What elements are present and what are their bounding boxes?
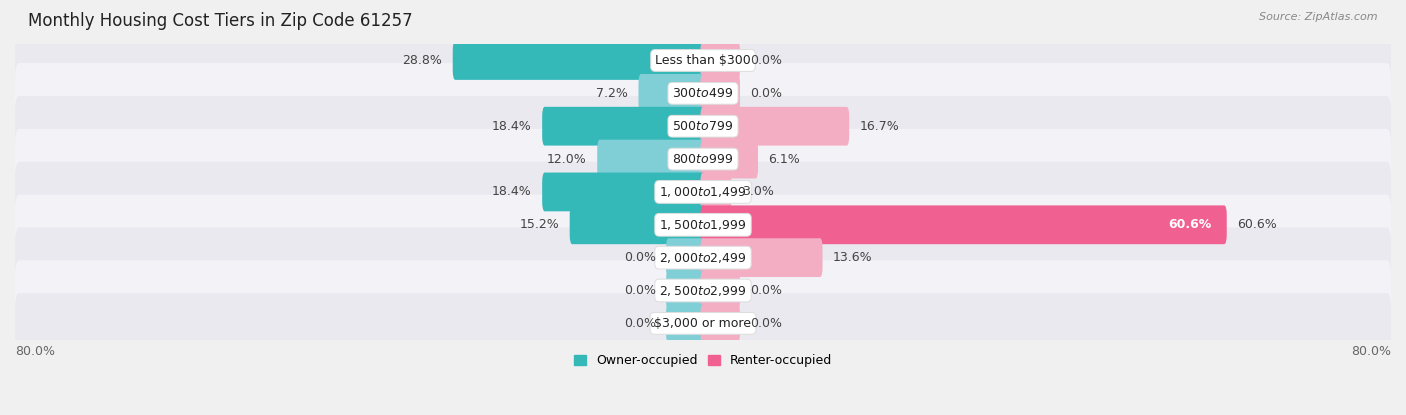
FancyBboxPatch shape [543,107,706,146]
Text: 80.0%: 80.0% [1351,345,1391,358]
Text: $1,000 to $1,499: $1,000 to $1,499 [659,185,747,199]
FancyBboxPatch shape [700,107,849,146]
FancyBboxPatch shape [15,96,1391,156]
Text: 16.7%: 16.7% [859,120,900,133]
FancyBboxPatch shape [15,260,1391,321]
Text: 7.2%: 7.2% [596,87,628,100]
Text: 60.6%: 60.6% [1237,218,1277,231]
FancyBboxPatch shape [700,304,740,343]
FancyBboxPatch shape [15,162,1391,222]
Text: 0.0%: 0.0% [624,284,655,297]
FancyBboxPatch shape [666,238,706,277]
FancyBboxPatch shape [15,293,1391,354]
FancyBboxPatch shape [15,129,1391,189]
Text: 0.0%: 0.0% [751,284,782,297]
Text: 80.0%: 80.0% [15,345,55,358]
Text: $2,000 to $2,499: $2,000 to $2,499 [659,251,747,265]
FancyBboxPatch shape [15,30,1391,91]
Text: 15.2%: 15.2% [520,218,560,231]
Text: Less than $300: Less than $300 [655,54,751,67]
Text: $300 to $499: $300 to $499 [672,87,734,100]
Text: 0.0%: 0.0% [751,317,782,330]
Text: $2,500 to $2,999: $2,500 to $2,999 [659,283,747,298]
FancyBboxPatch shape [453,41,706,80]
FancyBboxPatch shape [598,140,706,178]
Text: 13.6%: 13.6% [832,251,873,264]
Text: Monthly Housing Cost Tiers in Zip Code 61257: Monthly Housing Cost Tiers in Zip Code 6… [28,12,413,30]
FancyBboxPatch shape [638,74,706,113]
Text: 3.0%: 3.0% [742,186,773,198]
Text: 0.0%: 0.0% [751,54,782,67]
FancyBboxPatch shape [700,74,740,113]
Text: 12.0%: 12.0% [547,153,586,166]
Text: 60.6%: 60.6% [1168,218,1211,231]
Text: 18.4%: 18.4% [492,186,531,198]
Text: Source: ZipAtlas.com: Source: ZipAtlas.com [1260,12,1378,22]
Text: $800 to $999: $800 to $999 [672,153,734,166]
Text: 0.0%: 0.0% [624,317,655,330]
FancyBboxPatch shape [569,205,706,244]
FancyBboxPatch shape [700,140,758,178]
FancyBboxPatch shape [700,238,823,277]
FancyBboxPatch shape [700,41,740,80]
FancyBboxPatch shape [543,173,706,211]
Text: 0.0%: 0.0% [751,87,782,100]
Text: $500 to $799: $500 to $799 [672,120,734,133]
Legend: Owner-occupied, Renter-occupied: Owner-occupied, Renter-occupied [568,349,838,372]
FancyBboxPatch shape [15,63,1391,124]
FancyBboxPatch shape [700,271,740,310]
FancyBboxPatch shape [666,271,706,310]
FancyBboxPatch shape [700,173,731,211]
Text: $3,000 or more: $3,000 or more [655,317,751,330]
Text: $1,500 to $1,999: $1,500 to $1,999 [659,218,747,232]
FancyBboxPatch shape [15,195,1391,255]
FancyBboxPatch shape [666,304,706,343]
Text: 28.8%: 28.8% [402,54,443,67]
FancyBboxPatch shape [700,205,1227,244]
Text: 18.4%: 18.4% [492,120,531,133]
Text: 6.1%: 6.1% [768,153,800,166]
FancyBboxPatch shape [15,227,1391,288]
Text: 0.0%: 0.0% [624,251,655,264]
